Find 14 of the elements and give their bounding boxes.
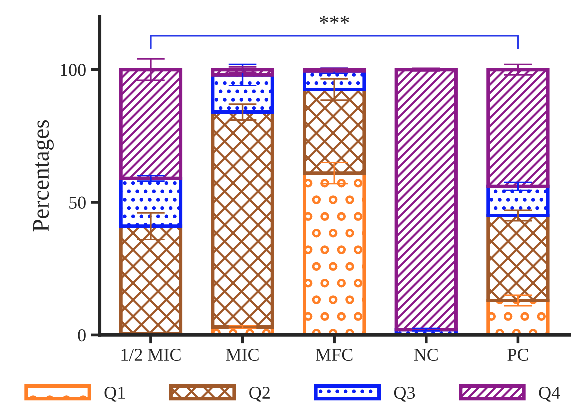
legend-label: Q2 — [250, 386, 270, 402]
x-tick-label: MIC — [226, 348, 259, 362]
x-tick-label: MFC — [316, 348, 353, 362]
x-tick-label: PC — [508, 348, 528, 362]
x-tick-label: 1/2 MIC — [122, 348, 181, 362]
x-tick-label: NC — [414, 348, 438, 362]
y-tick-label: 50 — [70, 196, 86, 209]
legend-label: Q4 — [539, 386, 560, 402]
annotation: *** — [320, 16, 350, 24]
y-tick-label: 0 — [78, 329, 86, 342]
y-axis-title: Percentages — [33, 120, 54, 232]
y-tick-label: 100 — [61, 64, 86, 76]
legend-label: Q3 — [394, 386, 416, 402]
legend-label: Q1 — [104, 386, 125, 402]
